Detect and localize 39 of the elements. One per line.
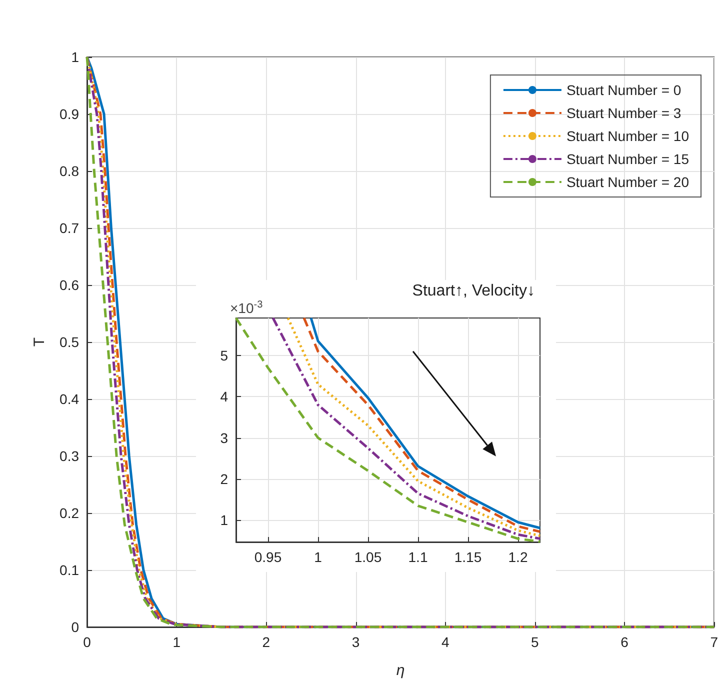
y-tick-label: 0.5 [60,334,80,350]
x-tick-label: 5 [531,634,540,650]
x-tick-label: 4 [441,634,450,650]
x-tick-label: 3 [352,634,360,650]
y-tick-label: 5 [220,347,228,364]
y-tick-label: 0.4 [60,391,80,407]
x-tick-label: 2 [262,634,270,650]
x-tick-label: 1 [172,634,181,650]
x-tick-label: 1.05 [354,549,382,565]
x-tick-label: 0.95 [254,549,282,565]
x-tick-label: 1 [314,549,322,565]
x-tick-label: 0 [83,634,92,650]
line-series [86,56,716,628]
x-tick-label: 1.1 [408,549,428,565]
y-tick-label: 0.3 [60,448,80,464]
x-tick-label: 1.15 [454,549,482,565]
x-tick-label: 1.2 [508,549,528,565]
x-axis-title: η [396,662,405,679]
legend-label: Stuart Number = 0 [566,82,682,98]
y-tick-label: 0.1 [60,562,80,578]
x-tick-label: 6 [620,634,629,650]
y-tick-label: 0.9 [60,106,80,122]
y-tick-label: 0.7 [60,220,80,236]
y-tick-label: 4 [220,388,228,405]
chart-title: Stuart↑, Velocity↓ [412,282,535,300]
y-tick-label: 0.6 [60,277,80,293]
legend-label: Stuart Number = 15 [566,151,690,167]
y-tick-label: 3 [220,430,228,446]
y-tick-label: 0.8 [60,163,80,179]
y-tick-label: 1 [71,49,80,65]
y-tick-label: 0 [71,619,80,635]
legend-label: Stuart Number = 3 [566,105,682,121]
y-tick-label: 0.2 [60,505,80,521]
y-tick-label: 2 [220,471,228,487]
x-tick-label: 7 [710,634,718,650]
legend-label: Stuart Number = 10 [566,128,690,144]
legend-label: Stuart Number = 20 [566,174,690,190]
y-axis-title: T [31,337,48,347]
y-tick-label: 1 [220,512,228,528]
